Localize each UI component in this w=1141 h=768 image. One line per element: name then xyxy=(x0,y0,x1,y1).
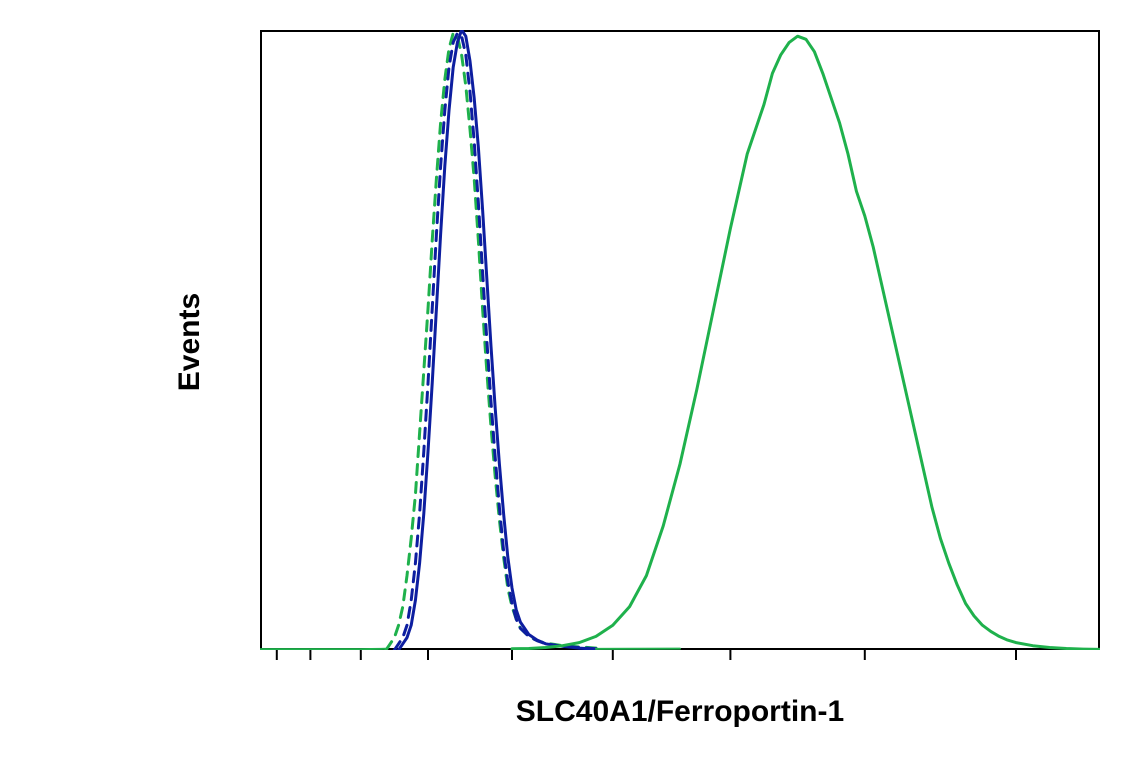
y-axis-label: Events xyxy=(173,242,207,442)
figure-stage: Events SLC40A1/Ferroportin-1 xyxy=(0,0,1141,768)
x-axis-label: SLC40A1/Ferroportin-1 xyxy=(430,695,930,729)
series-group xyxy=(260,30,1100,650)
series-green-solid xyxy=(512,36,1100,649)
plot-svg xyxy=(0,0,1141,768)
series-blue-solid xyxy=(399,30,596,650)
